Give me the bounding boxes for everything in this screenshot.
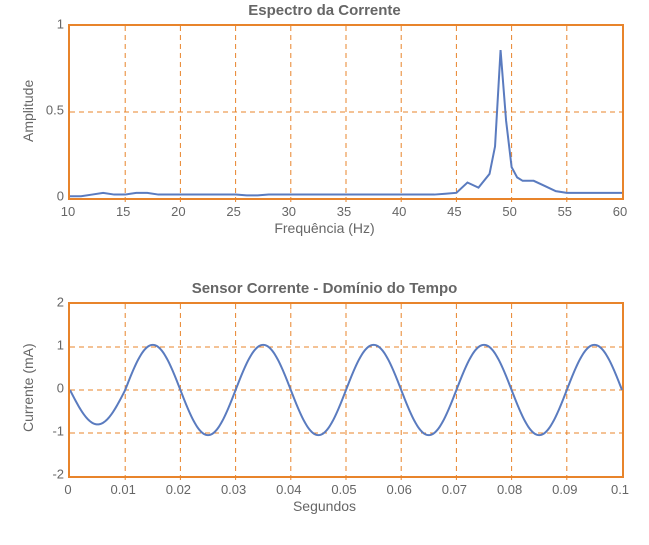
xtick-label: 45 <box>447 204 461 219</box>
xtick-label: 0.02 <box>166 482 191 497</box>
xtick-label: 60 <box>613 204 627 219</box>
xtick-label: 40 <box>392 204 406 219</box>
xtick-label: 25 <box>226 204 240 219</box>
chart2-title: Sensor Corrente - Domínio do Tempo <box>0 280 649 297</box>
chart1-title: Espectro da Corrente <box>0 2 649 19</box>
chart2-ylabel: Currente (mA) <box>20 343 36 432</box>
xtick-label: 0.07 <box>442 482 467 497</box>
xtick-label: 0.05 <box>331 482 356 497</box>
xtick-label: 55 <box>558 204 572 219</box>
xtick-label: 0.08 <box>497 482 522 497</box>
figure: Espectro da Corrente Amplitude Frequênci… <box>0 0 649 545</box>
ytick-label: 0 <box>38 189 64 204</box>
chart2-xlabel: Segundos <box>0 498 649 514</box>
xtick-label: 20 <box>171 204 185 219</box>
chart2-plot-area <box>68 302 624 478</box>
xtick-label: 0.04 <box>276 482 301 497</box>
xtick-label: 0.09 <box>552 482 577 497</box>
xtick-label: 0 <box>64 482 71 497</box>
chart1-xlabel: Frequência (Hz) <box>0 220 649 236</box>
chart-svg <box>70 304 626 480</box>
xtick-label: 15 <box>116 204 130 219</box>
chart-svg <box>70 26 626 202</box>
ytick-label: -1 <box>38 424 64 439</box>
ytick-label: -2 <box>38 467 64 482</box>
xtick-label: 0.03 <box>221 482 246 497</box>
ytick-label: 1 <box>38 17 64 32</box>
ytick-label: 0 <box>38 381 64 396</box>
ytick-label: 1 <box>38 338 64 353</box>
ytick-label: 2 <box>38 295 64 310</box>
xtick-label: 35 <box>337 204 351 219</box>
xtick-label: 10 <box>61 204 75 219</box>
xtick-label: 0.01 <box>111 482 136 497</box>
xtick-label: 30 <box>282 204 296 219</box>
chart1-ylabel: Amplitude <box>20 80 36 142</box>
xtick-label: 50 <box>502 204 516 219</box>
chart1-plot-area <box>68 24 624 200</box>
xtick-label: 0.06 <box>387 482 412 497</box>
ytick-label: 0.5 <box>38 103 64 118</box>
xtick-label: 0.1 <box>611 482 629 497</box>
